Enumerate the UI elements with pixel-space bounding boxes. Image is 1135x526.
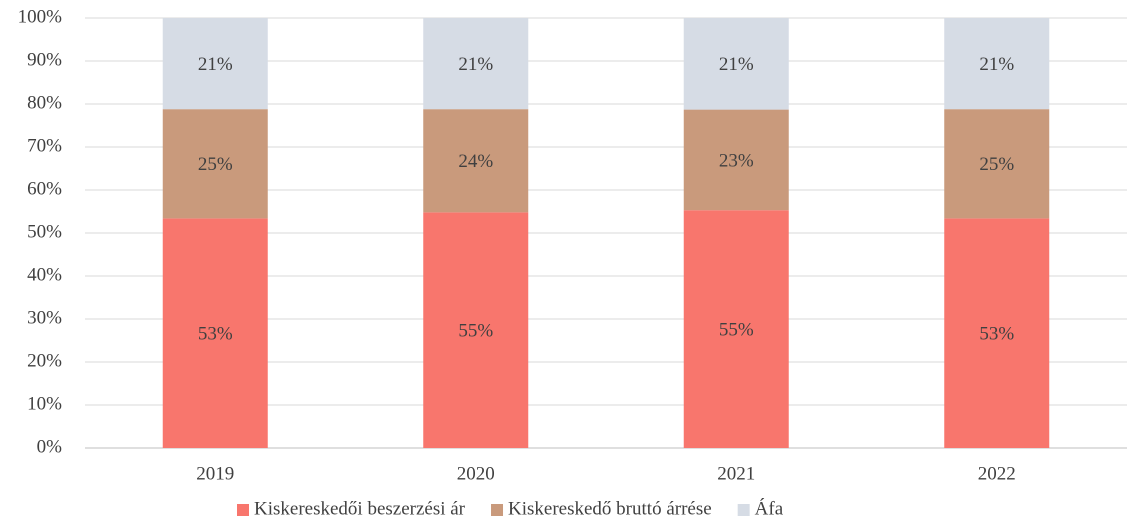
legend-swatch bbox=[237, 504, 249, 516]
data-label: 21% bbox=[979, 54, 1014, 75]
bar-segment bbox=[683, 210, 789, 448]
legend-swatch bbox=[737, 504, 750, 516]
y-tick-label: 40% bbox=[27, 264, 62, 285]
bar-segment bbox=[162, 18, 268, 110]
bar-segment bbox=[423, 18, 529, 110]
data-label: 25% bbox=[198, 154, 233, 175]
data-label: 55% bbox=[458, 321, 493, 342]
bar-segment bbox=[683, 18, 789, 110]
bar-segment bbox=[162, 218, 268, 448]
data-label: 53% bbox=[198, 324, 233, 345]
data-label: 55% bbox=[719, 319, 754, 340]
y-tick-label: 20% bbox=[27, 350, 62, 371]
y-tick-label: 100% bbox=[18, 6, 63, 27]
bar-segment bbox=[423, 109, 529, 213]
data-label: 23% bbox=[719, 150, 754, 171]
data-label: 21% bbox=[719, 54, 754, 75]
y-tick-label: 90% bbox=[27, 49, 62, 70]
x-tick-label: 2022 bbox=[978, 463, 1016, 484]
legend-label: Kiskereskedői beszerzési ár bbox=[254, 498, 466, 519]
data-label: 24% bbox=[458, 151, 493, 172]
data-label: 25% bbox=[979, 154, 1014, 175]
y-tick-label: 30% bbox=[27, 307, 62, 328]
x-tick-label: 2021 bbox=[717, 463, 755, 484]
y-tick-label: 50% bbox=[27, 221, 62, 242]
bar-segment bbox=[683, 109, 789, 211]
y-tick-label: 0% bbox=[37, 436, 63, 457]
data-label: 21% bbox=[458, 54, 493, 75]
data-label: 53% bbox=[979, 324, 1014, 345]
bar-segment bbox=[423, 212, 529, 448]
x-tick-label: 2020 bbox=[457, 463, 495, 484]
x-tick-label: 2019 bbox=[196, 463, 234, 484]
y-tick-label: 80% bbox=[27, 92, 62, 113]
data-label: 21% bbox=[198, 54, 233, 75]
legend-swatch bbox=[491, 504, 504, 516]
y-tick-label: 60% bbox=[27, 178, 62, 199]
legend-label: Kiskereskedő bruttó árrése bbox=[508, 498, 712, 519]
bar-segment bbox=[944, 18, 1050, 110]
bar-segment bbox=[162, 109, 268, 219]
y-tick-label: 10% bbox=[27, 393, 62, 414]
bar-segment bbox=[944, 218, 1050, 448]
bar-segment bbox=[944, 109, 1050, 219]
y-tick-label: 70% bbox=[27, 135, 62, 156]
legend-label: Áfa bbox=[755, 497, 784, 519]
